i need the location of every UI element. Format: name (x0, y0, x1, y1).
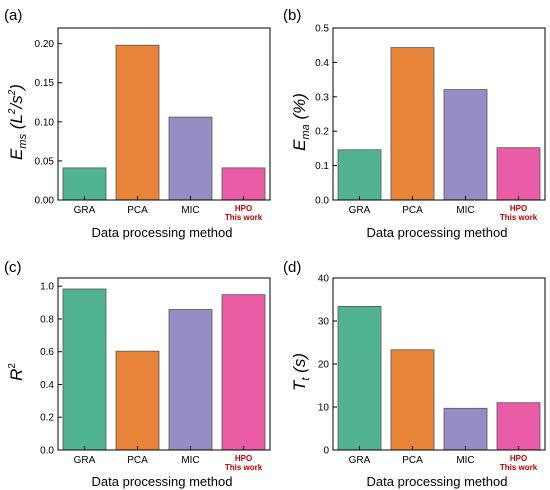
panel-a: (a) Ems (L2/s2) Data processing method 0… (4, 7, 271, 240)
bar-d-hpo (496, 402, 541, 451)
bar-c-mic (168, 309, 213, 451)
bar-d-gra (337, 305, 382, 451)
panel-label-b: (b) (283, 7, 301, 24)
y-axis-label-a: Ems (L2/s2) (7, 84, 29, 160)
y-tick-label: 0.00 (35, 196, 55, 207)
x-tick-label: MIC (181, 455, 199, 466)
x-tick-label: GRA (74, 455, 96, 466)
y-tick-label: 0.10 (35, 117, 55, 128)
panel-label-c: (c) (4, 259, 22, 276)
x-tick-sublabel: This work (225, 463, 263, 472)
y-tick-label: 0.20 (35, 39, 55, 50)
x-tick-label: MIC (456, 455, 474, 466)
x-tick-sublabel: This work (500, 463, 538, 472)
y-axis-label-d: Tt (s) (290, 353, 312, 391)
y-tick-label: 40 (318, 274, 330, 285)
panel-d: (d) Tt (s) Data processing method 0 10 20 3… (283, 259, 546, 489)
y-tick-label: 30 (318, 317, 330, 328)
bar-d-mic (443, 407, 488, 451)
panel-c: (c) R2 Data processing method 0.0 0.2 0.4 0… (4, 259, 271, 489)
x-tick-label: GRA (74, 205, 96, 216)
x-axis-label-a: Data processing method (92, 225, 233, 240)
x-tick-label: PCA (402, 455, 423, 466)
bar-c-hpo (221, 294, 266, 451)
y-tick-label: 0.4 (315, 58, 329, 69)
x-tick-label: GRA (349, 205, 371, 216)
y-tick-label: 0.0 (315, 196, 329, 207)
y-tick-label: 0.0 (40, 446, 54, 457)
y-tick-label: 0.5 (315, 24, 329, 35)
bar-b-gra (337, 149, 382, 201)
x-axis-label-b: Data processing method (367, 225, 508, 240)
y-tick-label: 0.15 (35, 78, 55, 89)
x-tick-label: HPO (510, 204, 527, 213)
bar-c-pca (115, 350, 160, 451)
x-tick-label: HPO (235, 454, 252, 463)
x-axis-label-d: Data processing method (367, 474, 508, 489)
x-tick-label: HPO (510, 454, 527, 463)
x-tick-label: HPO (235, 204, 252, 213)
y-tick-label: 20 (318, 360, 330, 371)
y-tick-label: 10 (318, 403, 330, 414)
y-tick-label: 0.3 (315, 92, 329, 103)
bar-b-hpo (496, 147, 541, 201)
y-tick-label: 0.8 (40, 314, 54, 325)
x-tick-sublabel: This work (225, 213, 263, 222)
y-axis-label-c: R2 (7, 363, 26, 381)
panel-label-a: (a) (4, 7, 22, 24)
bar-a-pca (115, 44, 160, 201)
bar-b-pca (390, 47, 435, 201)
x-tick-label: PCA (127, 455, 148, 466)
x-tick-label: PCA (402, 205, 423, 216)
bar-a-hpo (221, 167, 266, 201)
plot-frame-b (332, 27, 546, 201)
y-tick-label: 0 (323, 446, 329, 457)
y-tick-label: 1.0 (40, 282, 54, 293)
x-tick-label: MIC (456, 205, 474, 216)
bar-a-gra (62, 167, 107, 201)
y-axis-label-b: Ema (%) (290, 93, 312, 151)
y-tick-label: 0.1 (315, 161, 329, 172)
y-tick-label: 0.4 (40, 380, 54, 391)
panel-label-d: (d) (283, 259, 301, 276)
x-tick-sublabel: This work (500, 213, 538, 222)
y-tick-label: 0.6 (40, 347, 54, 358)
y-tick-label: 0.2 (40, 413, 54, 424)
bar-b-mic (443, 89, 488, 201)
bar-a-mic (168, 116, 213, 201)
x-tick-label: GRA (349, 455, 371, 466)
y-tick-label: 0.05 (35, 156, 55, 167)
panel-b: (b) Ema (%) Data processing method 0.0 0.… (283, 7, 546, 240)
y-tick-label: 0.2 (315, 127, 329, 138)
x-tick-label: PCA (127, 205, 148, 216)
x-tick-label: MIC (181, 205, 199, 216)
bar-d-pca (390, 349, 435, 451)
x-axis-label-c: Data processing method (92, 474, 233, 489)
bar-c-gra (62, 288, 107, 451)
plot-frame-a (57, 27, 271, 201)
plot-frame-c (57, 277, 271, 451)
